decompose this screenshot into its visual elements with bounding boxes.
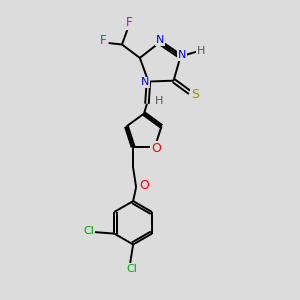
Text: O: O: [152, 142, 161, 155]
Text: Cl: Cl: [126, 264, 137, 274]
Text: Cl: Cl: [84, 226, 94, 236]
Text: H: H: [197, 46, 206, 56]
Text: F: F: [126, 16, 133, 29]
Text: O: O: [140, 179, 149, 192]
Text: F: F: [100, 34, 106, 46]
Text: H: H: [155, 97, 163, 106]
Text: S: S: [191, 88, 199, 100]
Text: N: N: [178, 50, 186, 60]
Text: N: N: [141, 77, 149, 87]
Text: N: N: [155, 35, 164, 45]
